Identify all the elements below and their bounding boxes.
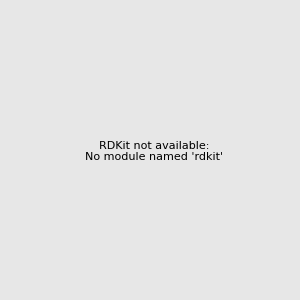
Text: RDKit not available:
No module named 'rdkit': RDKit not available: No module named 'rd… [85,141,223,162]
